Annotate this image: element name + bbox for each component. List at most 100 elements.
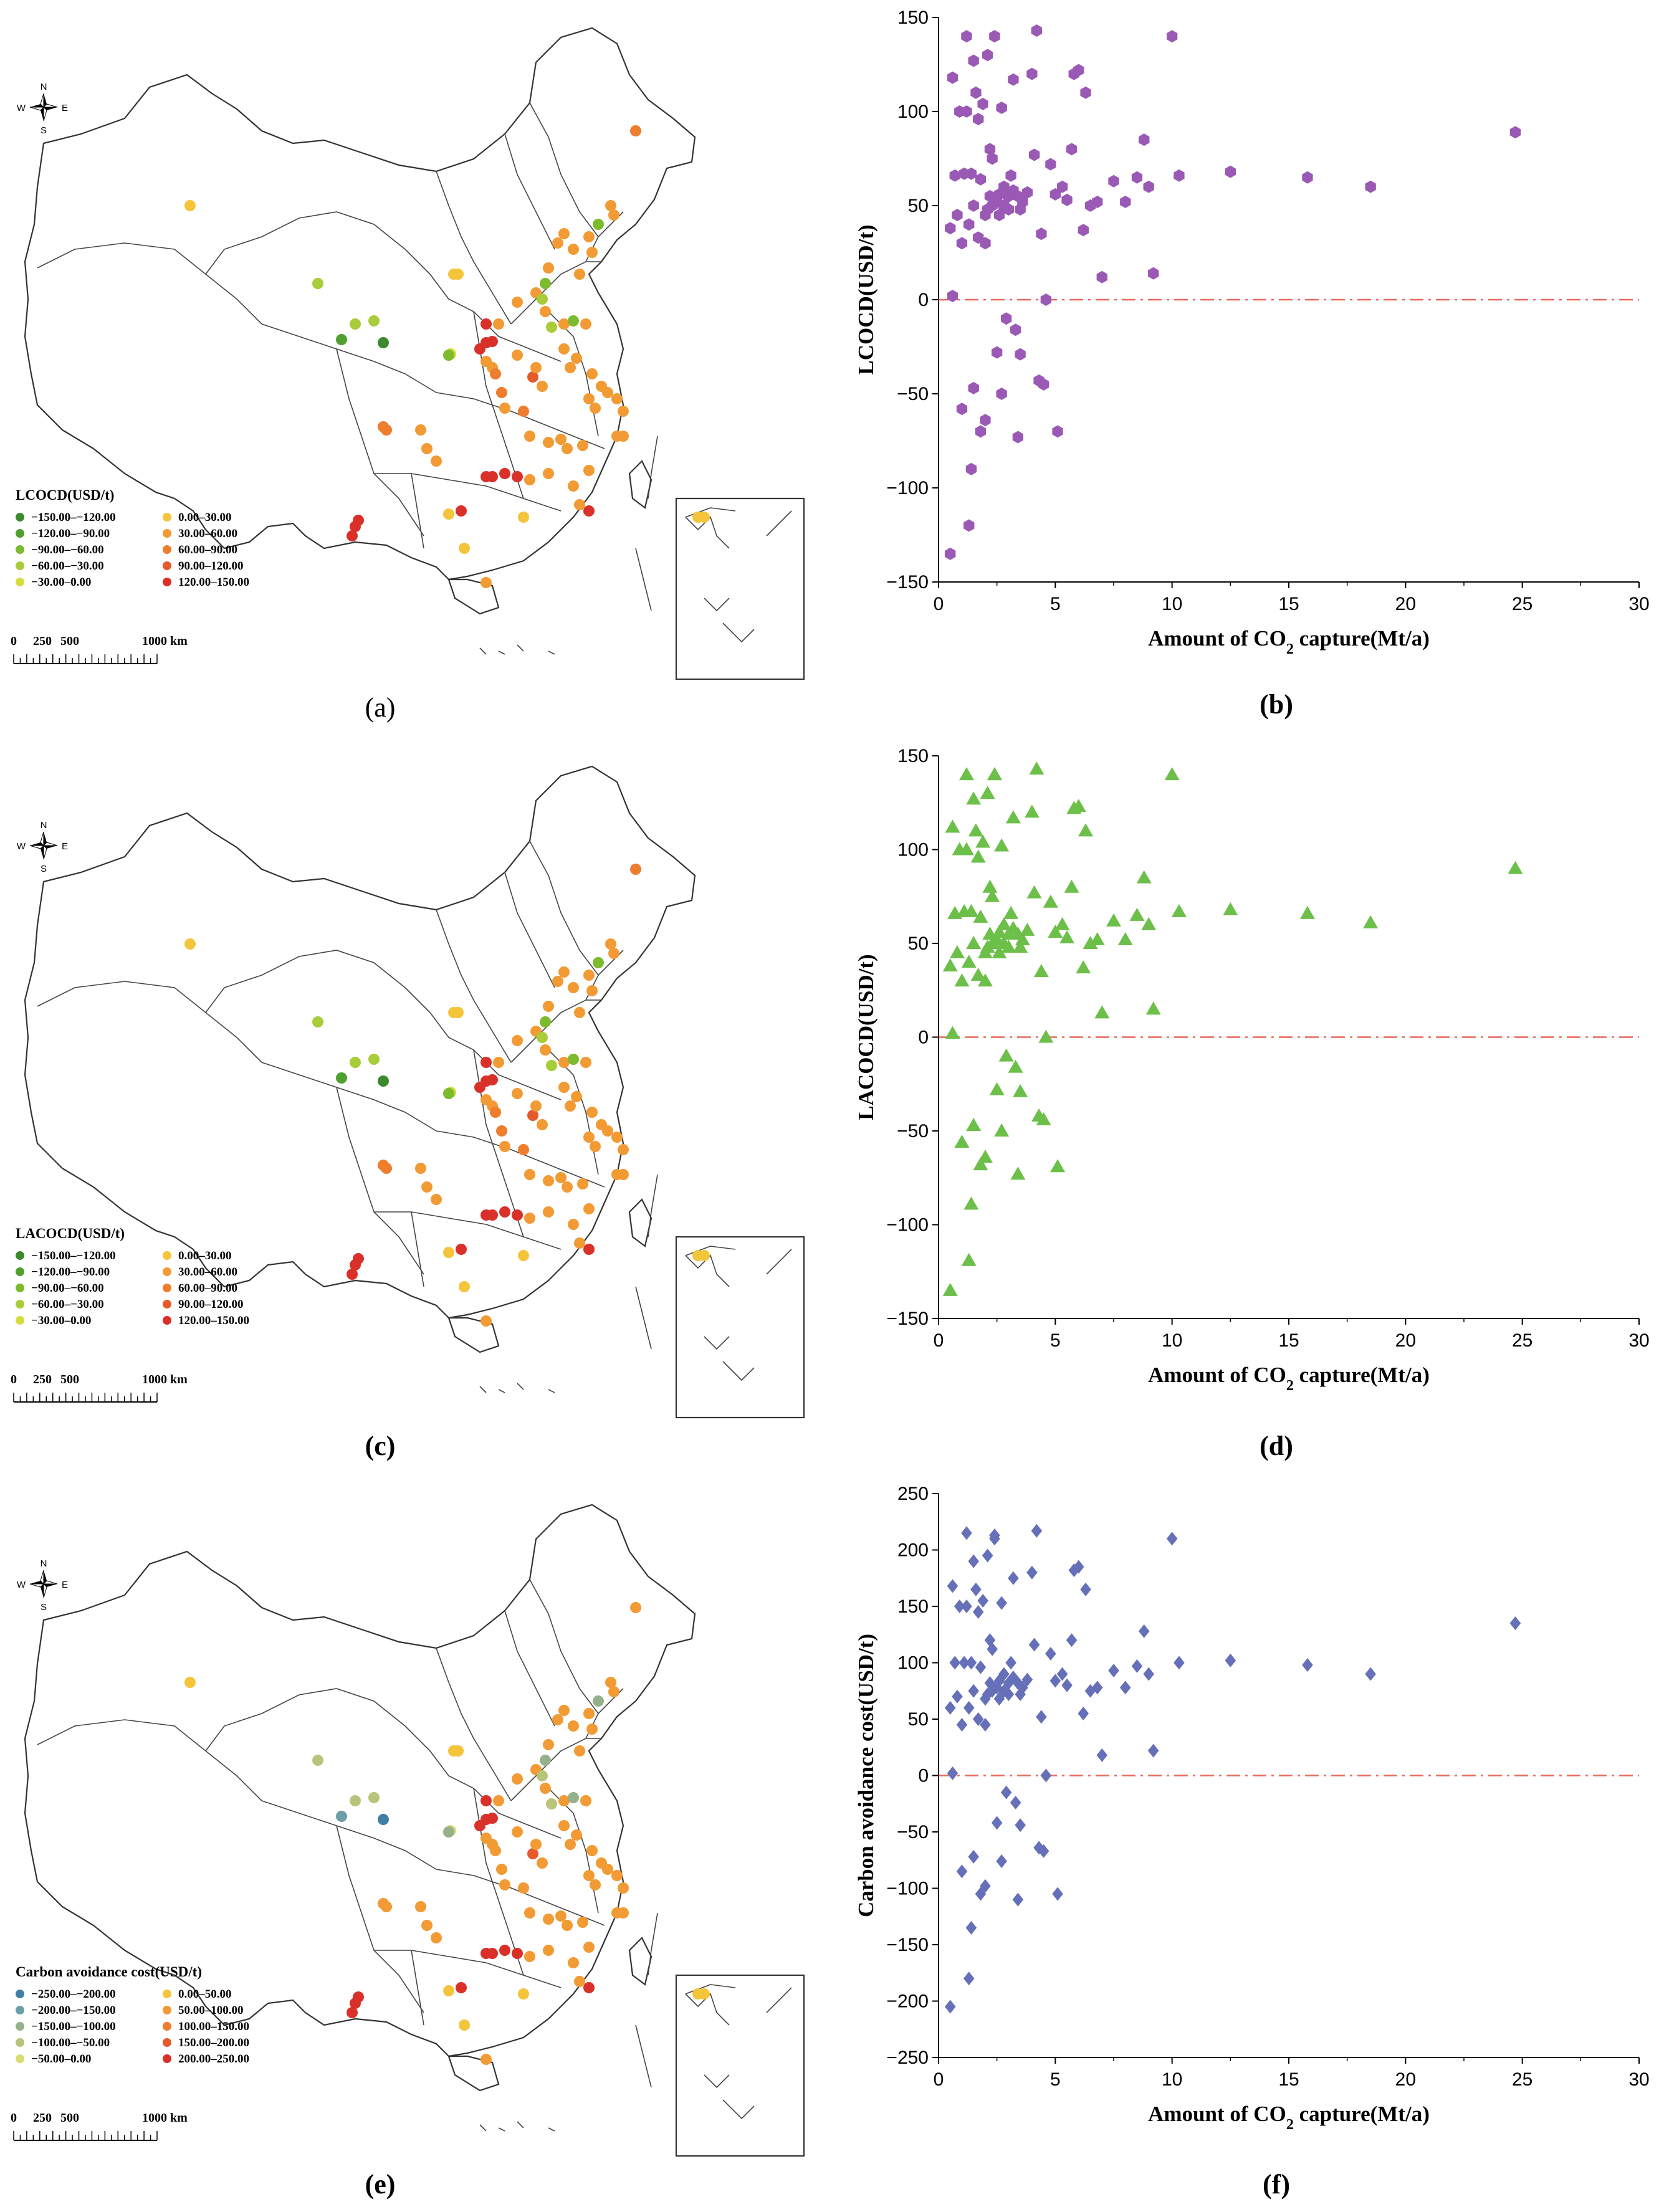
site-marker bbox=[350, 318, 361, 330]
legend-item: 0.00–50.00 bbox=[178, 1988, 232, 2001]
data-point bbox=[992, 945, 1007, 959]
data-point bbox=[992, 346, 1003, 359]
y-axis-title: LACOCD(USD/t) bbox=[854, 954, 878, 1120]
site-marker bbox=[499, 468, 510, 479]
x-axis-title-part: Amount of CO bbox=[1148, 2102, 1286, 2126]
legend-swatch bbox=[163, 1251, 171, 1260]
site-marker bbox=[421, 443, 433, 454]
site-marker bbox=[443, 508, 454, 520]
compass-rose bbox=[29, 1570, 58, 1598]
data-point bbox=[954, 973, 970, 987]
legend-item: −150.00–−120.00 bbox=[31, 511, 116, 524]
site-marker bbox=[184, 938, 196, 950]
x-tick-label: 20 bbox=[1395, 2069, 1416, 2090]
x-tick-label: 25 bbox=[1512, 2069, 1532, 2090]
scale-label: 1000 km bbox=[142, 2111, 188, 2125]
scale-label: 0 bbox=[11, 634, 17, 648]
data-point bbox=[972, 1712, 984, 1726]
data-point bbox=[1049, 1674, 1061, 1688]
legend-item: 60.00–90.00 bbox=[178, 1282, 237, 1295]
site-marker bbox=[493, 1057, 504, 1068]
data-point bbox=[945, 222, 956, 235]
data-point bbox=[977, 1593, 988, 1608]
data-point bbox=[973, 909, 988, 923]
data-point bbox=[949, 1656, 961, 1670]
site-marker bbox=[443, 350, 454, 361]
site-marker bbox=[452, 1745, 464, 1757]
scale-label: 1000 km bbox=[142, 1373, 188, 1386]
data-point bbox=[1080, 86, 1091, 99]
site-marker bbox=[496, 1864, 507, 1875]
site-marker bbox=[543, 1175, 554, 1186]
site-marker bbox=[512, 1773, 523, 1785]
map-outline bbox=[24, 27, 805, 680]
site-marker bbox=[568, 315, 579, 327]
scale-label: 500 bbox=[60, 1373, 79, 1386]
data-point bbox=[1001, 940, 1016, 953]
site-marker bbox=[583, 1982, 595, 1993]
site-marker bbox=[312, 1016, 323, 1027]
legend-swatch bbox=[163, 2054, 171, 2063]
data-point bbox=[944, 2000, 956, 2014]
data-point bbox=[1139, 133, 1150, 146]
compass-n: N bbox=[41, 1558, 47, 1569]
site-marker bbox=[558, 318, 570, 330]
site-marker bbox=[562, 1920, 573, 1931]
data-point bbox=[1048, 924, 1063, 938]
y-tick-label: −250 bbox=[886, 2048, 929, 2068]
data-point bbox=[970, 849, 986, 863]
scale-label: 500 bbox=[60, 634, 79, 648]
scatter-chart-2: 0 5 10 15 20 25 30 −150 −100 −50 0 50 100 150 Amount o… bbox=[854, 746, 1650, 1461]
site-marker bbox=[555, 1910, 567, 1922]
site-marker bbox=[530, 1839, 542, 1850]
data-point bbox=[1001, 312, 1012, 325]
site-marker bbox=[568, 1720, 579, 1732]
data-point bbox=[963, 1971, 975, 1986]
data-point bbox=[996, 1596, 1007, 1610]
legend-swatch bbox=[16, 1990, 24, 1998]
data-point bbox=[975, 834, 991, 848]
scale-label: 1000 km bbox=[142, 634, 188, 648]
site-marker bbox=[608, 209, 619, 221]
data-point bbox=[956, 1718, 968, 1732]
site-marker bbox=[530, 1100, 542, 1112]
site-marker bbox=[543, 1206, 554, 1218]
china-map-1: N S E W LCOCD(USD/t) −150.00–−120.00 −120.00–−… bbox=[11, 27, 805, 723]
data-point bbox=[1052, 1887, 1063, 1901]
site-marker bbox=[480, 1094, 492, 1105]
data-point bbox=[998, 1048, 1014, 1062]
scale-bar: 0 250 500 1000 km bbox=[11, 1373, 188, 1403]
legend-swatch bbox=[163, 1316, 171, 1325]
legend-item: 90.00–120.00 bbox=[178, 560, 244, 573]
data-point bbox=[1147, 1743, 1159, 1758]
site-marker bbox=[583, 1132, 595, 1143]
panel-label: (b) bbox=[1260, 689, 1293, 720]
site-marker bbox=[456, 1244, 467, 1255]
data-point bbox=[1167, 30, 1178, 43]
data-point bbox=[1225, 165, 1236, 178]
data-point bbox=[956, 237, 968, 250]
site-marker bbox=[524, 1951, 535, 1962]
data-point bbox=[1108, 174, 1119, 188]
x-tick-label: 5 bbox=[1050, 594, 1061, 614]
site-marker bbox=[611, 1907, 623, 1919]
y-tick-label: −50 bbox=[897, 1121, 929, 1142]
site-marker bbox=[443, 1088, 454, 1099]
data-point bbox=[989, 30, 1000, 43]
data-point bbox=[994, 1123, 1010, 1137]
data-point bbox=[1223, 902, 1238, 915]
data-point bbox=[952, 1689, 963, 1704]
data-point bbox=[963, 218, 975, 231]
legend-item: 90.00–120.00 bbox=[178, 1298, 244, 1311]
site-marker bbox=[558, 228, 570, 239]
x-tick-label: 20 bbox=[1395, 594, 1416, 614]
x-tick-label: 5 bbox=[1050, 1330, 1061, 1351]
site-marker bbox=[518, 512, 529, 523]
compass-w: W bbox=[17, 841, 26, 852]
x-axis-title-part: capture(Mt/a) bbox=[1294, 626, 1430, 651]
data-point bbox=[1038, 378, 1049, 391]
data-point bbox=[1038, 1844, 1049, 1858]
site-marker bbox=[512, 350, 523, 361]
legend-item: 60.00–90.00 bbox=[178, 543, 237, 556]
y-tick-label: 50 bbox=[908, 933, 929, 954]
